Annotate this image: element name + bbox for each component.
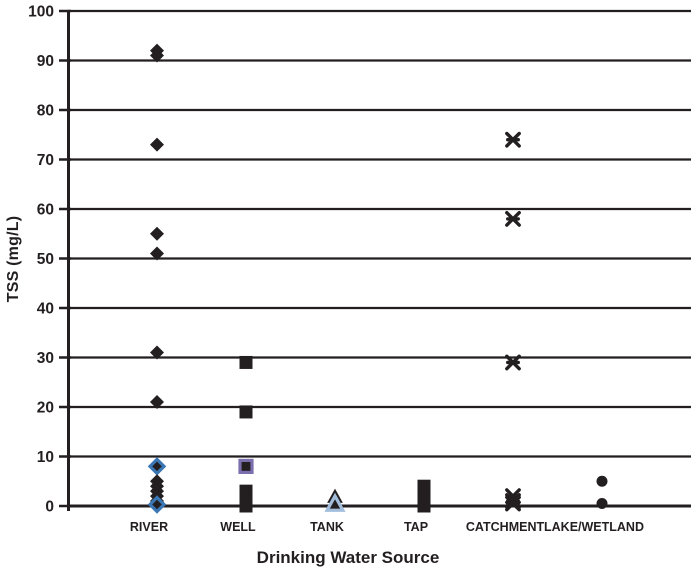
y-tick-label-0: 0 (45, 499, 54, 516)
x-category-label-catchment: CATCHMENT (466, 520, 545, 534)
data-point-river-6 (150, 395, 164, 410)
data-point-river-3 (150, 226, 164, 241)
y-axis-title: TSS (mg/L) (5, 215, 22, 303)
data-point-river-1 (150, 48, 164, 63)
data-point-river-7 (147, 457, 167, 476)
data-point-well-2 (238, 458, 254, 474)
x-category-label-lake-wetland: LAKE/WETLAND (544, 520, 644, 534)
data-point-well-6 (239, 499, 253, 513)
y-tick-label-60: 60 (37, 202, 54, 219)
data-point-river-2 (150, 137, 164, 152)
x-category-label-tank: TANK (310, 520, 344, 534)
y-tick-label-40: 40 (37, 301, 54, 318)
data-point-catchment-1 (505, 211, 521, 227)
data-point-well-0 (239, 355, 253, 369)
y-tick-label-70: 70 (37, 152, 54, 169)
y-tick-label-10: 10 (37, 449, 54, 466)
data-point-lake-wetland-1 (596, 498, 608, 510)
data-point-catchment-5 (505, 495, 521, 512)
x-category-label-tap: TAP (404, 520, 428, 534)
x-category-label-well: WELL (220, 520, 256, 534)
data-point-lake-wetland-0 (596, 475, 608, 487)
y-tick-label-90: 90 (37, 53, 54, 70)
y-tick-label-20: 20 (37, 400, 54, 417)
data-point-river-5 (150, 345, 164, 360)
y-tick-label-100: 100 (28, 4, 54, 21)
y-tick-label-80: 80 (37, 103, 54, 120)
data-point-catchment-2 (505, 354, 521, 371)
x-category-label-river: RIVER (130, 520, 168, 534)
data-point-river-13 (147, 495, 167, 514)
y-tick-label-50: 50 (37, 251, 54, 268)
y-tick-label-30: 30 (37, 350, 54, 367)
data-point-tap-4 (417, 499, 431, 513)
x-axis-title: Drinking Water Source (256, 548, 440, 567)
data-point-well-1 (239, 405, 253, 419)
data-point-river-4 (150, 246, 164, 261)
data-point-tank-1 (324, 492, 346, 512)
data-point-catchment-0 (505, 131, 521, 148)
